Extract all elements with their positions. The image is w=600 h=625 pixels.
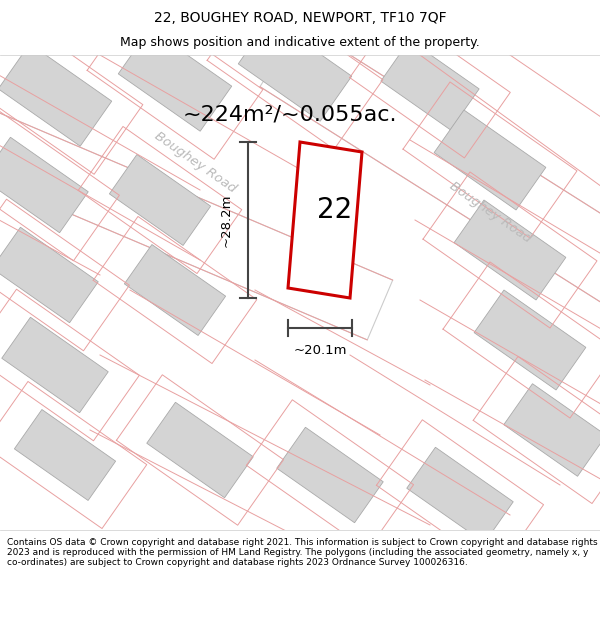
Polygon shape [2, 318, 108, 412]
Polygon shape [474, 290, 586, 390]
Polygon shape [260, 23, 600, 302]
Text: Map shows position and indicative extent of the property.: Map shows position and indicative extent… [120, 36, 480, 49]
Polygon shape [277, 428, 383, 522]
Polygon shape [238, 19, 352, 121]
Polygon shape [0, 44, 112, 146]
Text: 22: 22 [317, 196, 353, 224]
Text: ~224m²/~0.055ac.: ~224m²/~0.055ac. [183, 105, 397, 125]
Polygon shape [109, 154, 211, 246]
Text: ~20.1m: ~20.1m [293, 344, 347, 356]
Polygon shape [0, 110, 393, 340]
Polygon shape [124, 244, 226, 336]
Text: 22, BOUGHEY ROAD, NEWPORT, TF10 7QF: 22, BOUGHEY ROAD, NEWPORT, TF10 7QF [154, 11, 446, 24]
Polygon shape [504, 384, 600, 476]
Polygon shape [147, 402, 253, 498]
Text: Boughey Road: Boughey Road [152, 129, 238, 195]
Polygon shape [0, 228, 98, 322]
Polygon shape [434, 110, 546, 210]
Polygon shape [14, 409, 116, 501]
Polygon shape [288, 142, 362, 298]
Polygon shape [118, 29, 232, 131]
Polygon shape [381, 40, 479, 130]
Polygon shape [454, 200, 566, 300]
Polygon shape [0, 138, 88, 232]
Text: Contains OS data © Crown copyright and database right 2021. This information is : Contains OS data © Crown copyright and d… [7, 538, 598, 568]
Text: Boughey Road: Boughey Road [447, 179, 533, 245]
Text: ~28.2m: ~28.2m [220, 193, 233, 247]
Polygon shape [407, 448, 513, 542]
